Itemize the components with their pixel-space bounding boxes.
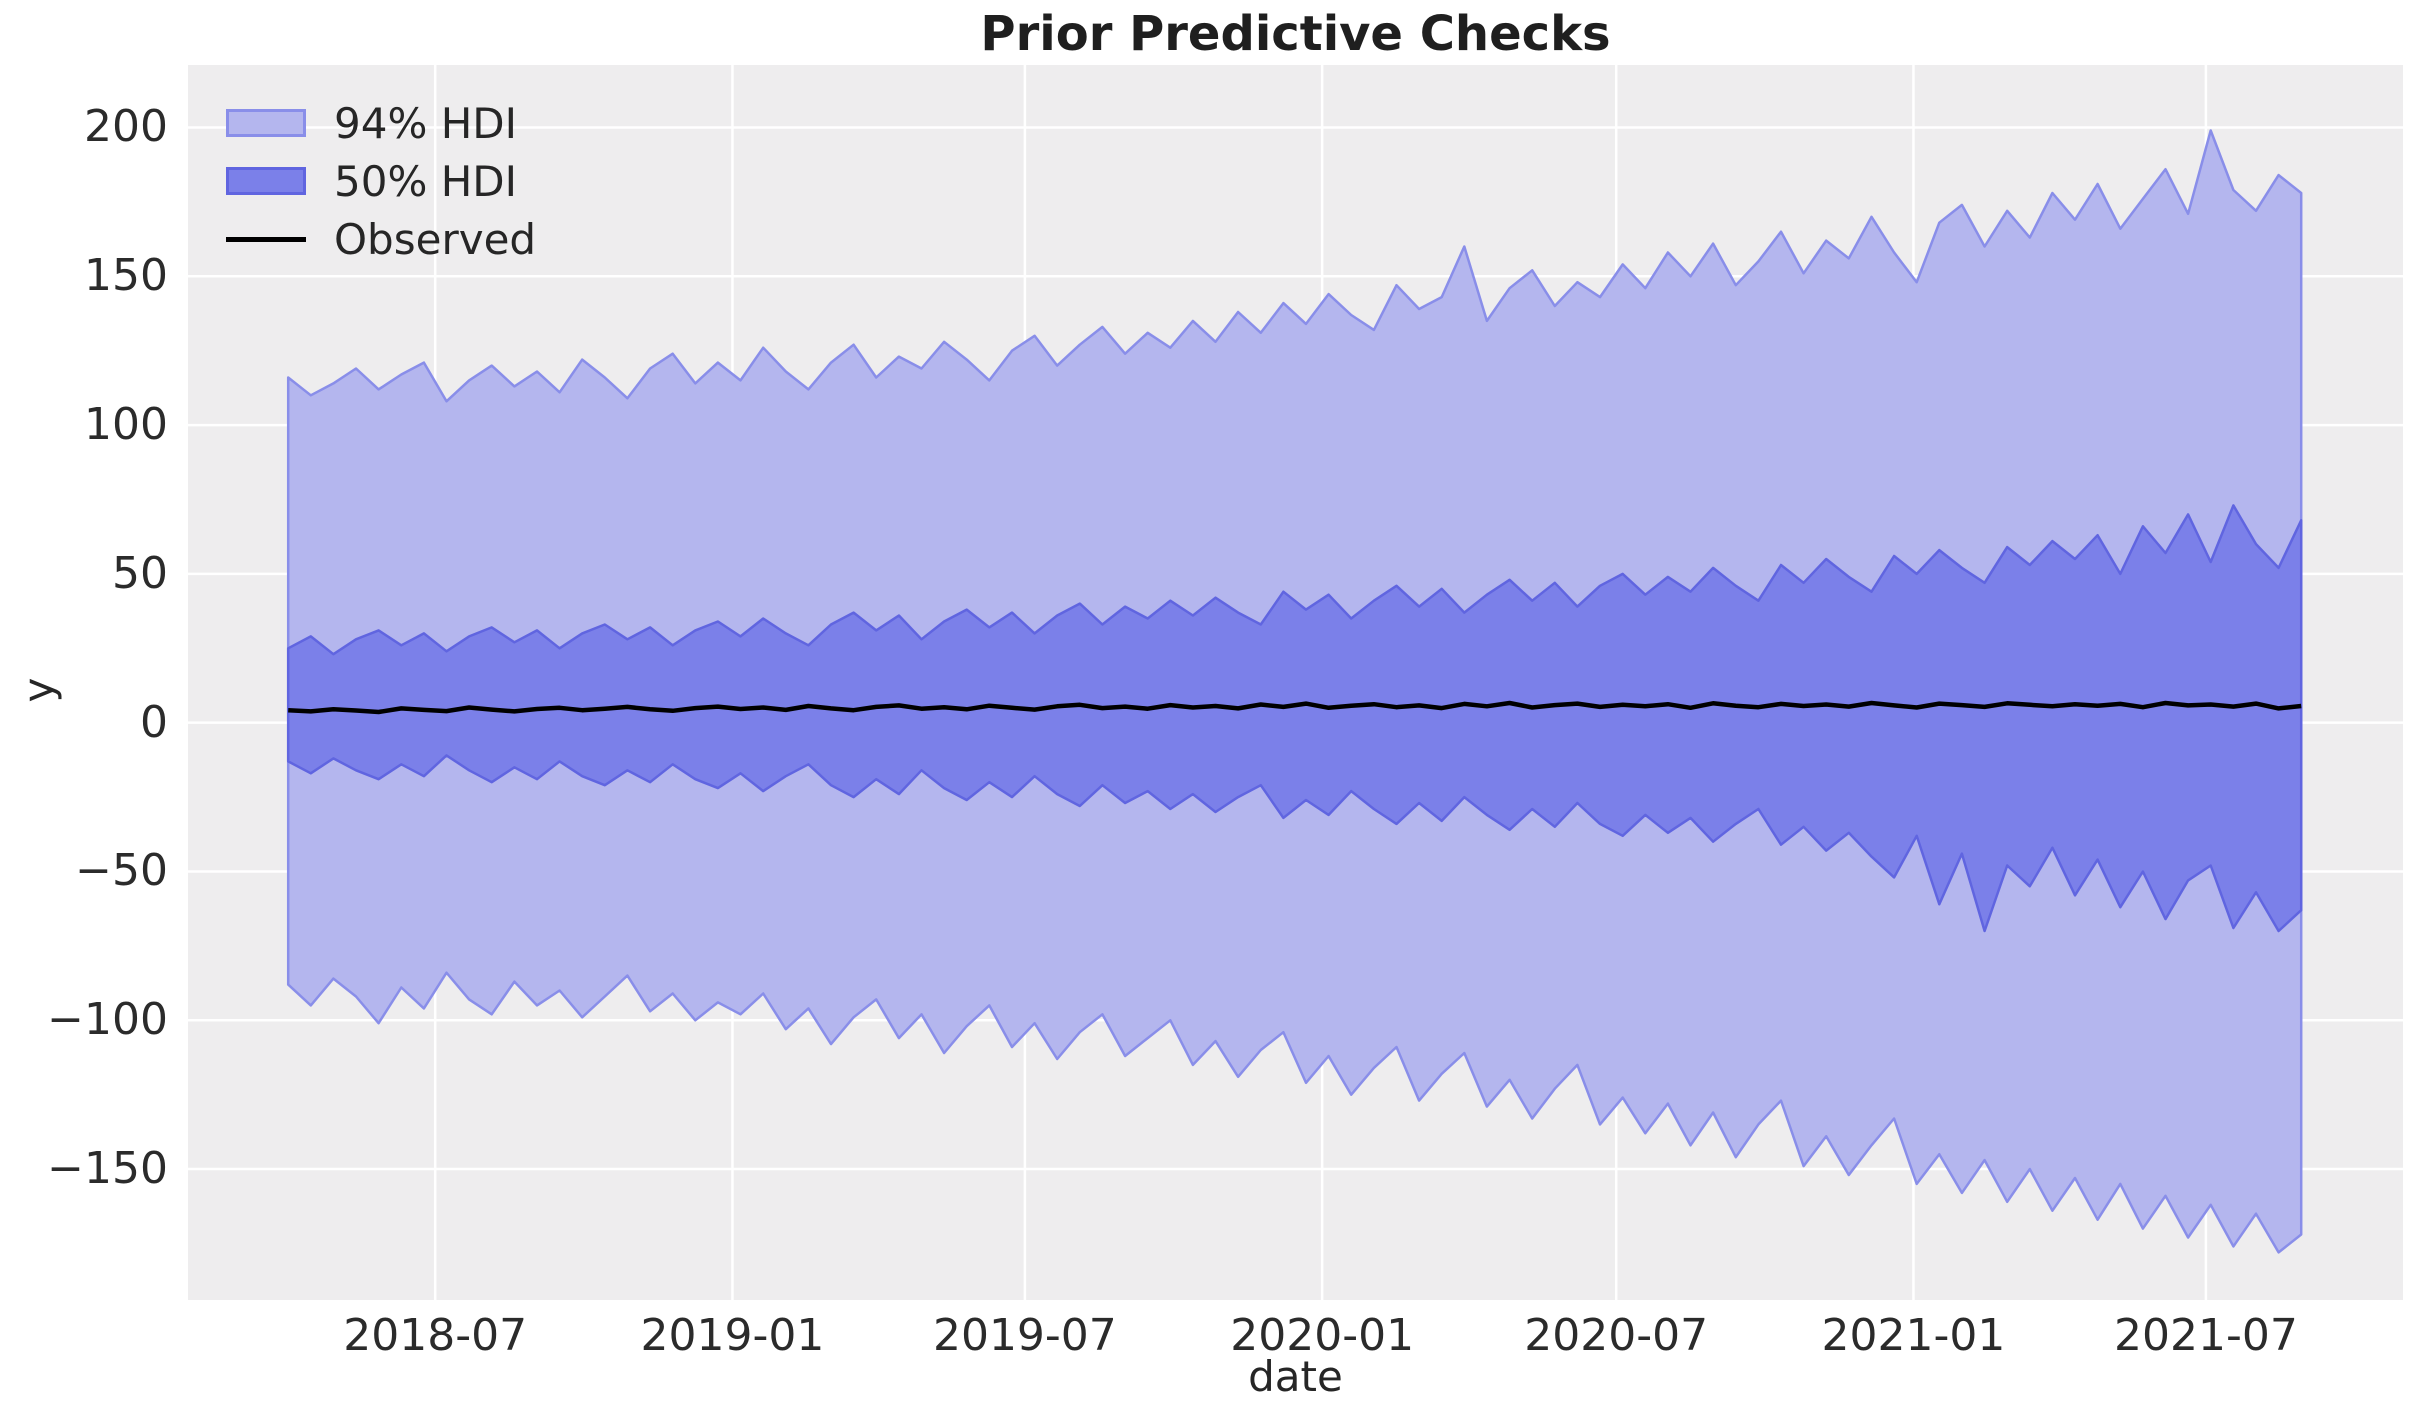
legend-item-observed: Observed	[226, 210, 536, 268]
legend-label-94-hdi: 94% HDI	[334, 98, 518, 148]
x-tick-label: 2019-01	[640, 1310, 825, 1361]
y-tick-label: −50	[75, 845, 168, 897]
x-tick-label: 2019-07	[932, 1310, 1117, 1361]
y-tick-label: 50	[112, 547, 168, 599]
x-axis-label: date	[1248, 1352, 1343, 1401]
hdi94-swatch	[226, 109, 306, 137]
x-tick-label: 2020-01	[1230, 1310, 1415, 1361]
y-tick-label: 150	[84, 250, 168, 302]
legend-item-50-hdi: 50% HDI	[226, 152, 536, 210]
y-tick-label: −100	[47, 994, 168, 1046]
y-tick-label: 200	[84, 101, 168, 153]
observed-line-sample	[226, 236, 306, 242]
legend-label-observed: Observed	[334, 214, 537, 264]
legend-item-94-hdi: 94% HDI	[226, 94, 536, 152]
y-tick-label: 0	[140, 696, 168, 748]
y-tick-label: −150	[47, 1143, 168, 1195]
x-tick-label: 2021-01	[1821, 1310, 2006, 1361]
legend-label-50-hdi: 50% HDI	[334, 156, 518, 206]
x-tick-label: 2018-07	[343, 1310, 528, 1361]
x-tick-label: 2020-07	[1524, 1310, 1709, 1361]
legend: 94% HDI 50% HDI Observed	[226, 94, 536, 268]
plot-area	[188, 65, 2403, 1300]
hdi50-band	[286, 504, 2303, 933]
observed-line	[288, 700, 2302, 715]
x-tick-label: 2021-07	[2113, 1310, 2298, 1361]
chart-title: Prior Predictive Checks	[980, 6, 1611, 62]
hdi50-swatch	[226, 167, 306, 195]
y-tick-label: 100	[84, 399, 168, 451]
